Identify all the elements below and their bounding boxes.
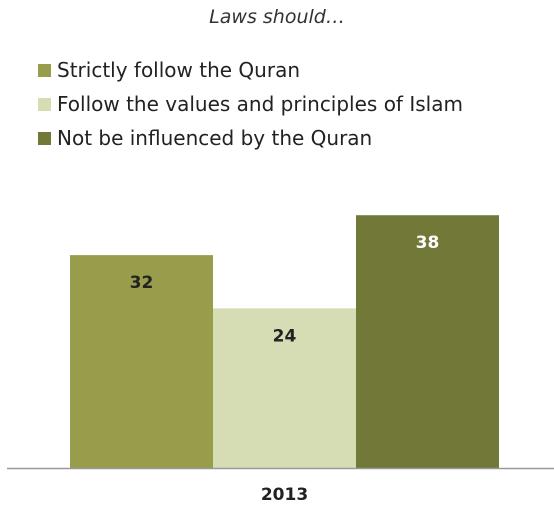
bar-3 xyxy=(356,215,499,468)
data-label-2: 24 xyxy=(273,326,297,346)
data-label-3: 38 xyxy=(416,233,440,253)
data-label-1: 32 xyxy=(130,273,154,293)
legend: Strictly follow the Quran Follow the val… xyxy=(38,53,463,155)
legend-swatch xyxy=(38,63,51,77)
legend-item-not-influenced: Not be influenced by the Quran xyxy=(38,121,463,155)
legend-item-strictly-follow: Strictly follow the Quran xyxy=(38,53,463,87)
legend-item-follow-values: Follow the values and principles of Isla… xyxy=(38,87,463,121)
chart-title: Laws should… xyxy=(209,6,345,28)
bar-1 xyxy=(70,255,213,468)
legend-swatch xyxy=(38,131,51,145)
bar-2 xyxy=(213,308,356,468)
legend-label: Strictly follow the Quran xyxy=(57,58,300,82)
legend-label: Not be influenced by the Quran xyxy=(57,126,373,150)
x-tick-label: 2013 xyxy=(261,485,308,505)
legend-label: Follow the values and principles of Isla… xyxy=(57,92,463,116)
legend-swatch xyxy=(38,97,51,111)
